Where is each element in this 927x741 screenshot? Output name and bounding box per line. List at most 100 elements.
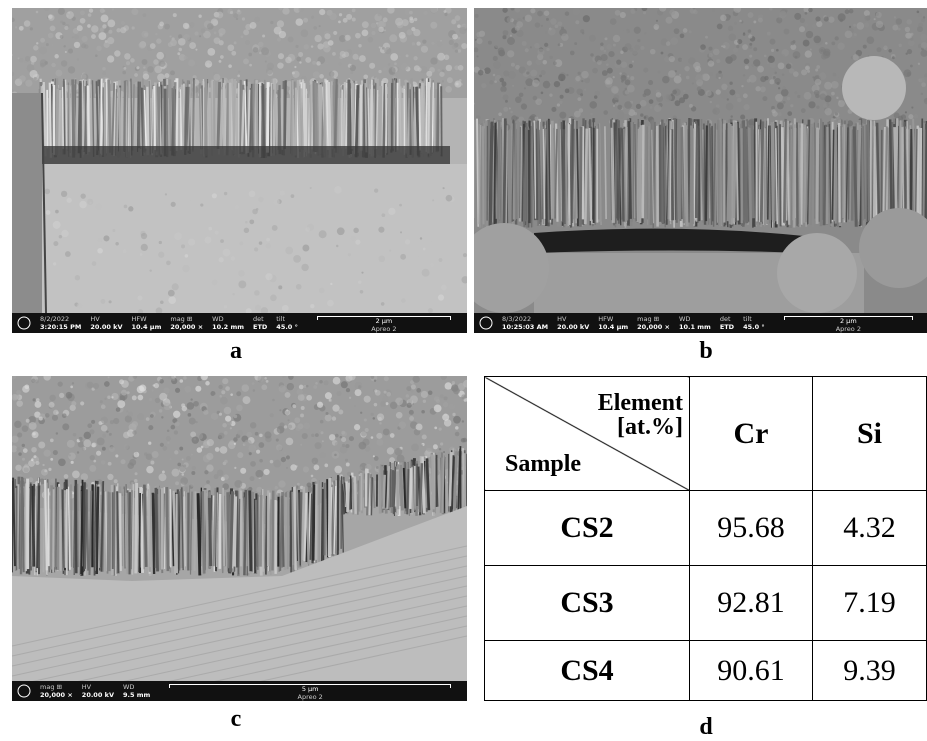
texture — [382, 67, 387, 72]
texture — [132, 77, 136, 81]
texture — [730, 54, 737, 61]
texture — [557, 103, 560, 106]
texture — [122, 71, 126, 75]
info-head: HFW — [132, 315, 162, 323]
texture — [93, 383, 99, 389]
value-cell: 90.61 — [690, 641, 813, 701]
texture — [259, 442, 265, 448]
texture — [734, 122, 736, 218]
texture — [140, 253, 143, 256]
info-head: mag ⊞ — [40, 683, 73, 691]
texture — [102, 434, 106, 438]
texture — [76, 93, 79, 96]
texture — [258, 42, 264, 48]
texture — [61, 191, 67, 197]
texture — [455, 432, 460, 437]
texture — [264, 377, 267, 380]
texture — [475, 14, 479, 18]
texture — [107, 20, 115, 28]
texture — [378, 13, 381, 16]
texture — [303, 466, 309, 472]
info-value: 10.4 μm — [132, 323, 162, 331]
texture — [358, 44, 361, 47]
texture — [400, 231, 402, 233]
texture — [76, 480, 77, 573]
texture — [329, 13, 336, 20]
info-value: 10.4 μm — [598, 323, 628, 331]
texture — [73, 79, 74, 157]
texture — [170, 70, 175, 75]
texture — [713, 49, 720, 56]
texture — [96, 481, 97, 568]
texture — [476, 38, 482, 44]
texture — [629, 121, 631, 219]
texture — [423, 11, 427, 15]
texture — [466, 454, 467, 515]
texture — [407, 403, 412, 408]
info-value: 20.00 kV — [557, 323, 589, 331]
texture — [854, 33, 857, 36]
texture — [544, 43, 548, 47]
texture — [143, 73, 149, 79]
texture — [278, 285, 282, 289]
texture — [220, 55, 224, 59]
texture — [267, 82, 268, 152]
texture — [63, 87, 64, 149]
texture — [249, 219, 254, 224]
info-field: mag ⊞20,000 × — [637, 315, 670, 331]
texture — [222, 423, 227, 428]
texture — [445, 86, 452, 93]
texture — [605, 37, 608, 40]
texture — [683, 94, 689, 100]
texture — [530, 70, 537, 77]
texture — [590, 113, 593, 116]
texture — [134, 73, 138, 77]
texture — [401, 63, 409, 71]
texture — [640, 113, 643, 116]
texture — [388, 208, 395, 215]
texture — [102, 9, 105, 12]
texture — [204, 236, 211, 243]
texture — [336, 391, 341, 396]
texture — [57, 89, 58, 155]
texture — [310, 187, 312, 189]
texture — [70, 386, 73, 389]
texture — [905, 122, 906, 220]
texture — [457, 24, 461, 28]
texture — [191, 471, 195, 475]
texture — [164, 24, 170, 30]
texture — [206, 480, 210, 484]
texture — [574, 42, 577, 45]
texture — [745, 127, 747, 224]
texture — [810, 48, 812, 50]
texture — [561, 79, 563, 81]
texture — [854, 126, 856, 226]
texture — [389, 83, 390, 150]
texture — [612, 87, 619, 94]
texture — [558, 43, 561, 46]
corner-header: Element[at.%] Sample — [485, 377, 690, 491]
texture — [379, 46, 381, 48]
texture — [814, 90, 820, 96]
texture — [394, 62, 397, 65]
texture — [52, 415, 58, 421]
texture — [179, 48, 182, 51]
texture — [179, 379, 183, 383]
texture — [439, 72, 444, 77]
texture — [743, 33, 746, 36]
texture — [364, 419, 367, 422]
texture — [342, 444, 345, 447]
texture — [749, 75, 757, 83]
texture — [832, 130, 833, 220]
texture — [158, 252, 164, 258]
texture — [195, 491, 196, 571]
info-value: ETD — [253, 323, 267, 331]
texture — [674, 28, 680, 34]
texture — [683, 28, 688, 33]
texture — [347, 472, 351, 476]
texture — [174, 430, 178, 434]
texture — [31, 379, 35, 383]
texture — [234, 205, 239, 210]
